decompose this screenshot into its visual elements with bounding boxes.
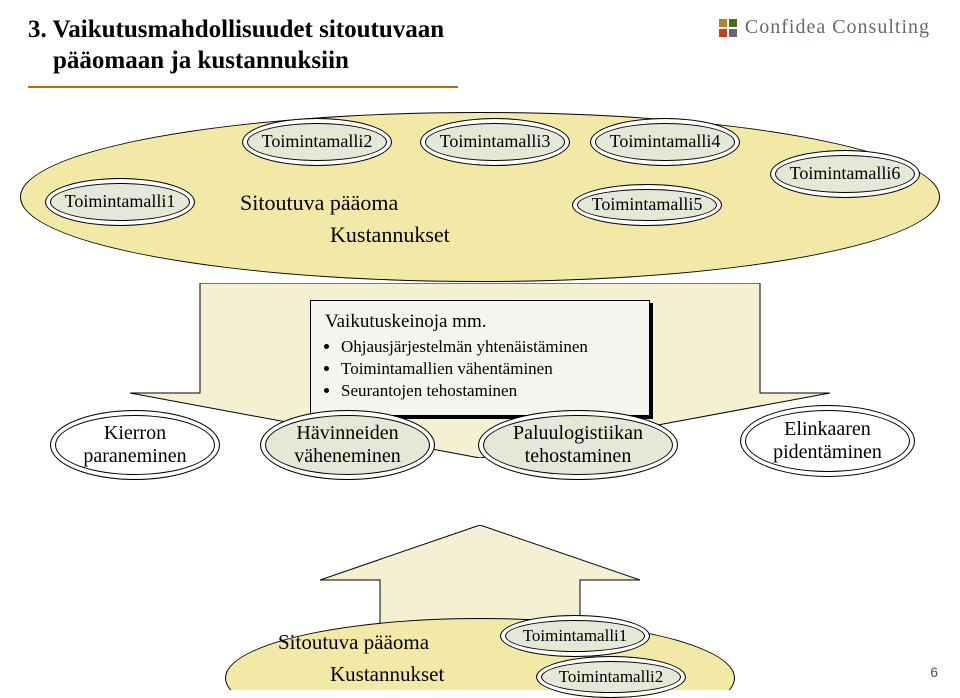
node-label: Toimintamalli1	[65, 192, 176, 212]
node-toimintamalli1: Toimintamalli1	[45, 178, 195, 226]
result-label: Hävinneidenväheneminen	[294, 422, 401, 468]
bottom-label-sitoutuva: Sitoutuva pääoma	[278, 630, 429, 655]
node-toimintamalli3: Toimintamalli3	[420, 118, 570, 166]
mid-label-kustannukset: Kustannukset	[330, 222, 450, 248]
title-line-1: 3. Vaikutusmahdollisuudet sitoutuvaan	[28, 16, 444, 43]
logo-text: Confidea Consulting	[745, 16, 930, 39]
node-toimintamalli6: Toimintamalli6	[770, 150, 920, 198]
node-label: Toimintamalli4	[610, 132, 721, 152]
bottom-clip	[0, 610, 960, 690]
info-heading: Vaikutuskeinoja mm.	[325, 311, 635, 333]
brand-logo: Confidea Consulting	[719, 16, 930, 39]
logo-mark-icon	[719, 19, 737, 37]
result-label: Paluulogistiikantehostaminen	[513, 422, 643, 468]
bottom-node-t1: Toimintamalli1	[500, 615, 650, 657]
mid-label-sitoutuva: Sitoutuva pääoma	[240, 190, 398, 216]
result-label: Elinkaarenpidentäminen	[773, 418, 882, 464]
slide-title: 3. Vaikutusmahdollisuudet sitoutuvaan pä…	[28, 14, 444, 77]
result-paluulogistiikan: Paluulogistiikantehostaminen	[478, 410, 678, 480]
result-elinkaaren: Elinkaarenpidentäminen	[740, 405, 915, 477]
title-line-2: pääomaan ja kustannuksiin	[28, 47, 349, 74]
info-bullet: Toimintamallien vähentäminen	[341, 359, 635, 379]
result-kierron: Kierronparaneminen	[50, 410, 220, 480]
node-toimintamalli2: Toimintamalli2	[242, 118, 392, 166]
node-label: Toimintamalli3	[440, 132, 551, 152]
node-label: Toimintamalli6	[790, 164, 901, 184]
node-label: Toimintamalli2	[559, 668, 664, 687]
bottom-label-kustannukset: Kustannukset	[330, 662, 444, 687]
result-label: Kierronparaneminen	[83, 422, 186, 468]
info-box: Vaikutuskeinoja mm. Ohjausjärjestelmän y…	[310, 300, 650, 416]
node-toimintamalli5: Toimintamalli5	[572, 184, 722, 226]
info-bullet: Ohjausjärjestelmän yhtenäistäminen	[341, 337, 635, 357]
bottom-node-t2: Toimintamalli2	[536, 656, 686, 698]
info-bullet: Seurantojen tehostaminen	[341, 381, 635, 401]
info-bullet-list: Ohjausjärjestelmän yhtenäistäminen Toimi…	[325, 337, 635, 401]
node-label: Toimintamalli5	[592, 195, 703, 215]
node-toimintamalli4: Toimintamalli4	[590, 118, 740, 166]
result-havinneiden: Hävinneidenväheneminen	[260, 410, 435, 480]
title-underline	[28, 86, 458, 88]
node-label: Toimintamalli2	[262, 132, 373, 152]
node-label: Toimintamalli1	[523, 627, 628, 646]
page-number: 6	[930, 664, 938, 680]
